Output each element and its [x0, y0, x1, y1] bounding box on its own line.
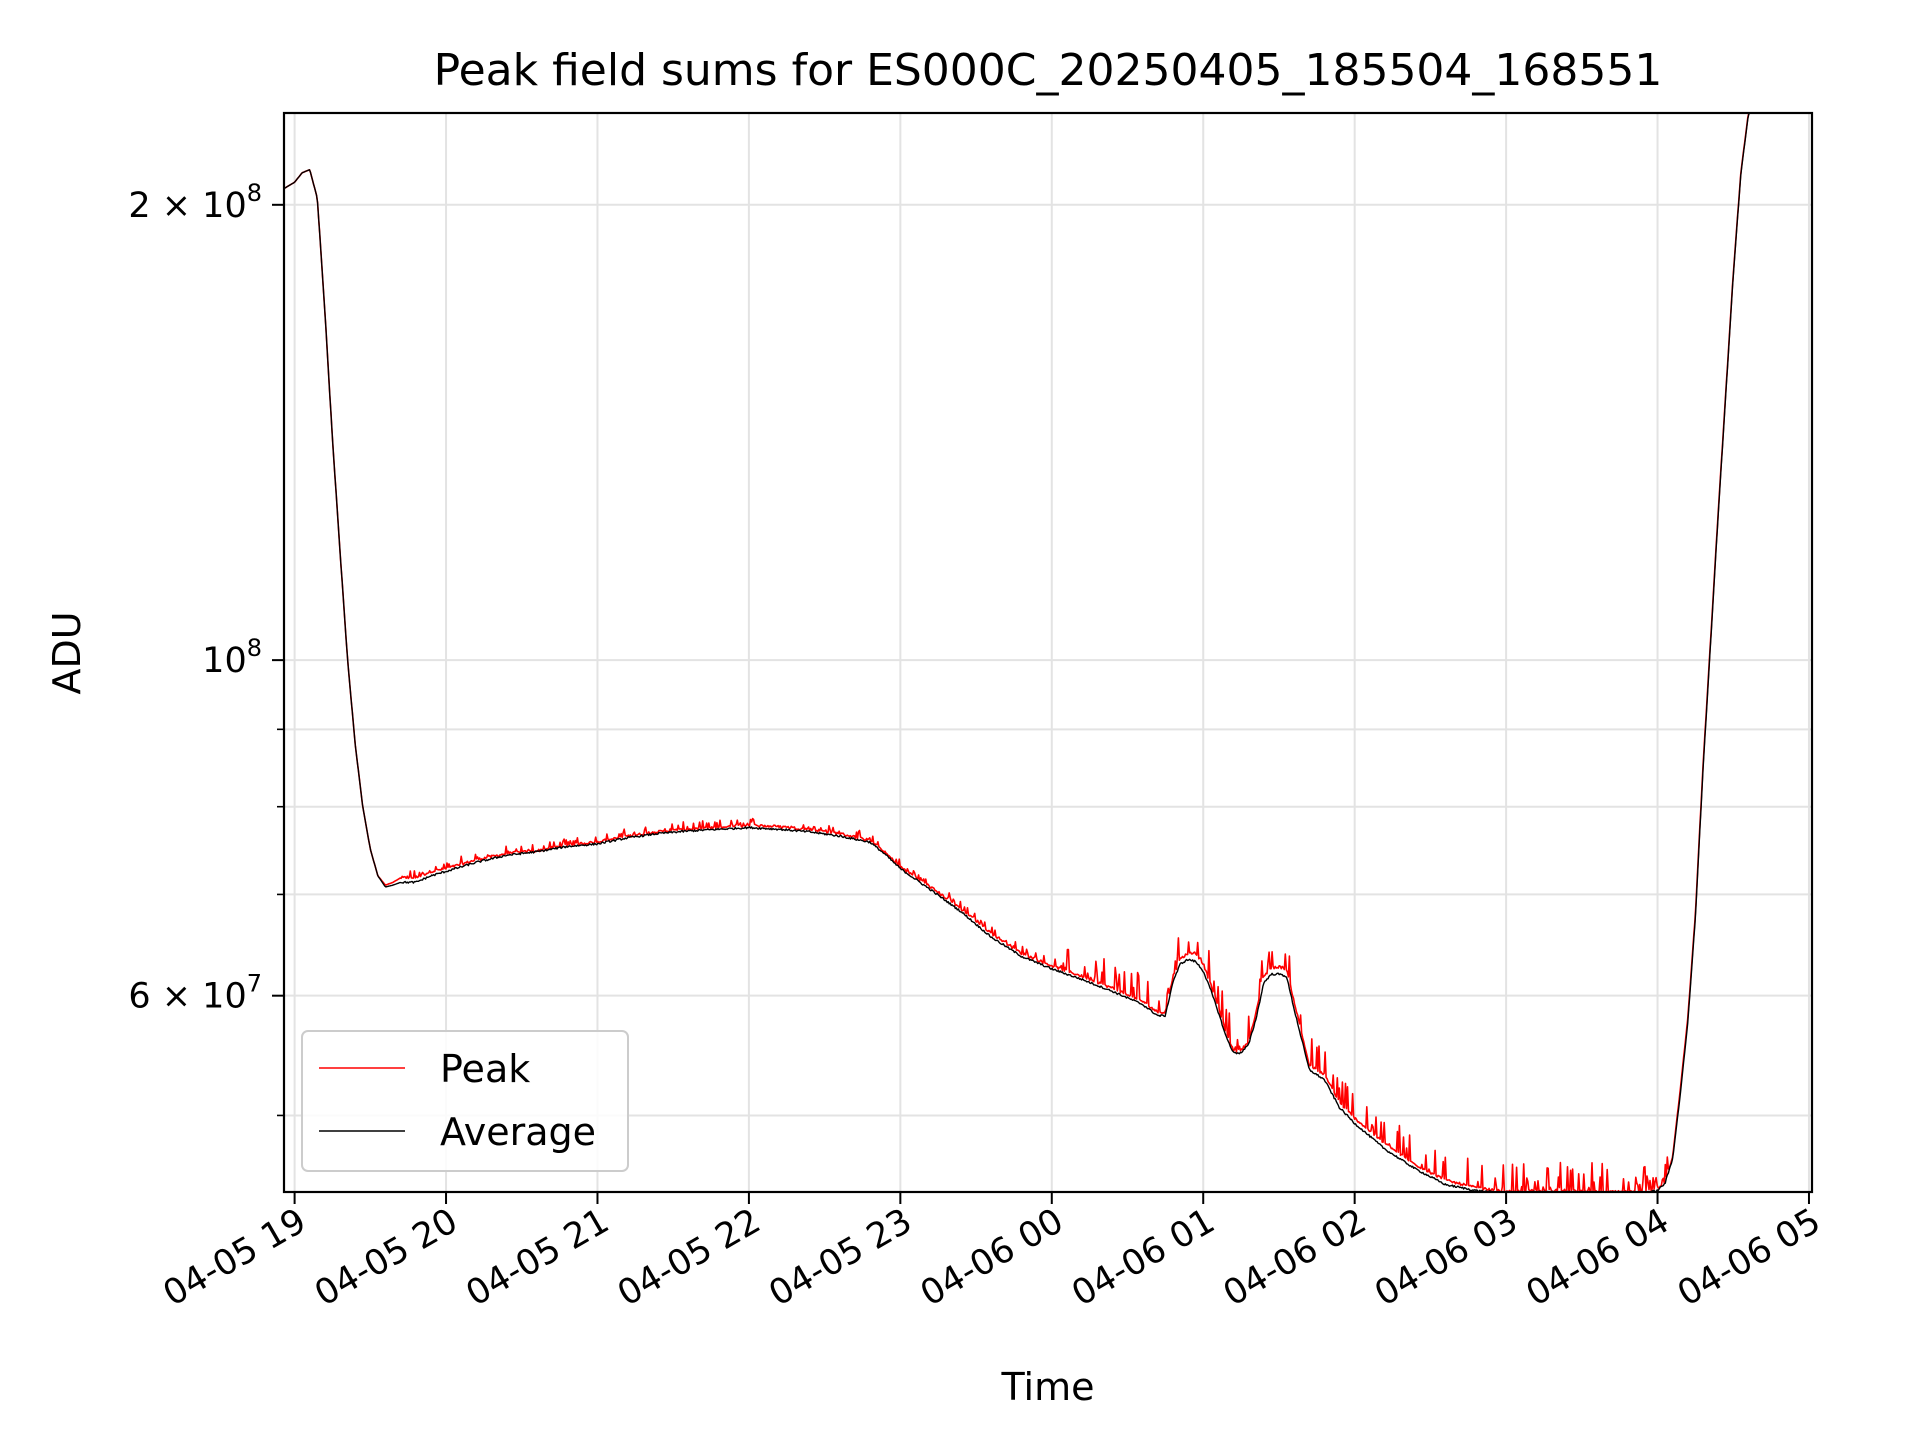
chart-title: Peak field sums for ES000C_20250405_1855…	[434, 45, 1663, 96]
y-tick-label: 6 × 107	[128, 970, 262, 1017]
y-axis-label: ADU	[45, 611, 89, 694]
gridlines	[284, 113, 1812, 1192]
y-tick-label: 2 × 108	[128, 179, 262, 226]
legend: Peak Average	[301, 1030, 629, 1172]
x-axis-label: Time	[1001, 1365, 1095, 1409]
legend-box	[301, 1030, 629, 1172]
y-axis: 2 × 108 108 6 × 107	[128, 179, 284, 1117]
legend-average-label: Average	[440, 1110, 596, 1154]
legend-peak-label: Peak	[440, 1047, 530, 1091]
y-tick-label: 108	[202, 634, 262, 681]
plot-frame	[282, 111, 1814, 1194]
